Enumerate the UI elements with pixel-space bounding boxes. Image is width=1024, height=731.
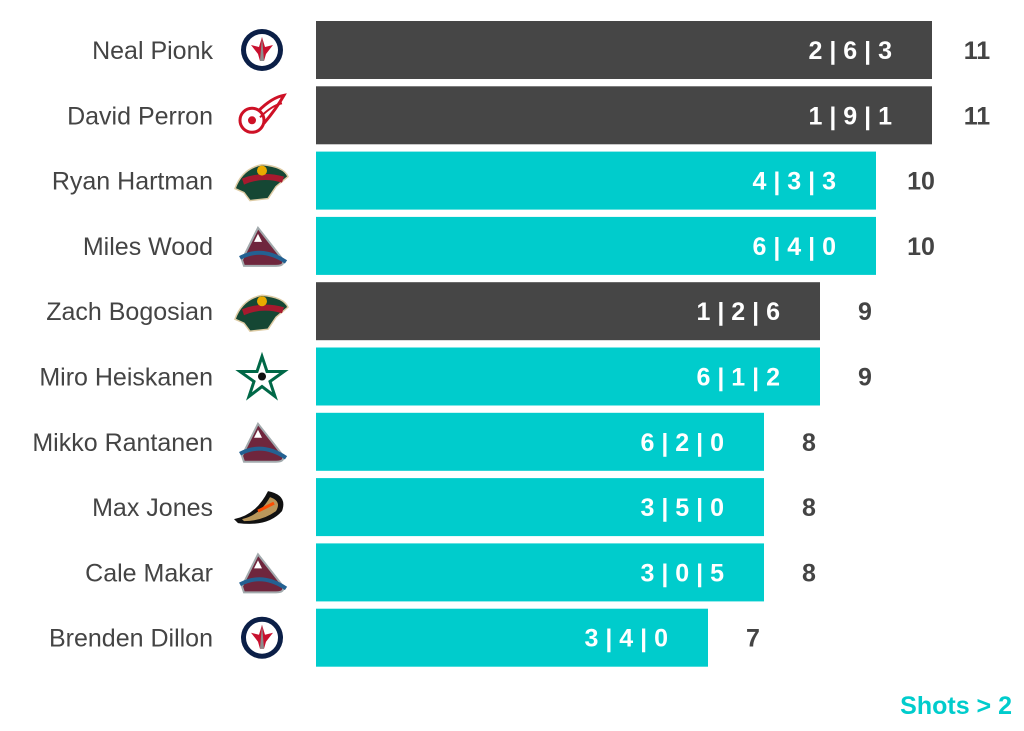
player-name-label: Ryan Hartman [52,168,213,196]
bar-breakdown-label: 1 | 9 | 1 [809,102,893,130]
bar-breakdown-label: 6 | 4 | 0 [753,233,836,261]
bar-value-label: 9 [858,364,872,392]
anaheim-ducks-logo-icon [234,491,284,524]
bar-row: Cale Makar 3 | 0 | 5 8 [85,543,816,602]
player-name-label: Neal Pionk [92,37,213,65]
bar [316,282,820,341]
bar-value-label: 8 [802,429,816,457]
bar [316,216,876,275]
player-name-label: Mikko Rantanen [32,429,213,457]
bar-value-label: 8 [802,494,816,522]
bar-row: David Perron 1 | 9 | 1 11 [67,86,991,145]
colorado-avalanche-logo-icon [239,421,288,463]
bar-row: Ryan Hartman 4 | 3 | 3 10 [52,151,935,210]
bar-row: Miro Heiskanen 6 | 1 | 2 9 [39,347,872,406]
bar-value-label: 9 [858,298,872,326]
bar-row: Miles Wood 6 | 4 | 0 10 [83,216,935,275]
player-name-label: Max Jones [92,494,213,522]
bar [316,608,708,667]
bar-breakdown-label: 3 | 0 | 5 [641,559,725,587]
bar [316,412,764,471]
player-name-label: Brenden Dillon [49,625,213,653]
dallas-stars-logo-icon [235,351,289,401]
winnipeg-jets-logo-icon [241,29,283,71]
bar-breakdown-label: 3 | 5 | 0 [641,494,724,522]
bar-breakdown-label: 2 | 6 | 3 [809,37,892,65]
bar-row: Zach Bogosian 1 | 2 | 6 9 [46,282,872,341]
bar-row: Mikko Rantanen 6 | 2 | 0 8 [32,412,816,471]
colorado-avalanche-logo-icon [239,552,288,594]
player-name-label: David Perron [67,102,213,130]
bar-breakdown-label: 1 | 2 | 6 [697,298,780,326]
player-name-label: Zach Bogosian [46,298,213,326]
bar [316,478,764,537]
player-name-label: Cale Makar [85,559,213,587]
bar [316,543,764,602]
player-name-label: Miles Wood [83,233,213,261]
bar [316,86,932,145]
bar-breakdown-label: 3 | 4 | 0 [585,625,668,653]
bar-value-label: 7 [746,625,760,653]
bar [316,347,820,406]
bar-value-label: 11 [964,102,991,130]
minnesota-wild-logo-icon [234,294,289,332]
annotation-shots-threshold: Shots > 2 [900,692,1012,720]
bar-value-label: 10 [907,233,935,261]
minnesota-wild-logo-icon [234,163,289,202]
bar-value-label: 11 [964,37,991,65]
colorado-avalanche-logo-icon [239,226,288,267]
bar-breakdown-label: 6 | 2 | 0 [641,429,724,457]
bar-breakdown-label: 4 | 3 | 3 [753,168,836,196]
bar-row: Brenden Dillon 3 | 4 | 0 7 [49,608,760,667]
bar-breakdown-label: 6 | 1 | 2 [697,364,780,392]
winnipeg-jets-logo-icon [241,616,283,659]
bar [316,21,932,79]
detroit-red-wings-logo-icon [238,93,287,134]
bar-value-label: 8 [802,559,816,587]
bar-row: Neal Pionk 2 | 6 | 3 11 [92,21,990,79]
bar-value-label: 10 [907,168,935,196]
player-name-label: Miro Heiskanen [39,364,213,392]
bar [316,151,876,210]
bar-row: Max Jones 3 | 5 | 0 8 [92,478,816,537]
